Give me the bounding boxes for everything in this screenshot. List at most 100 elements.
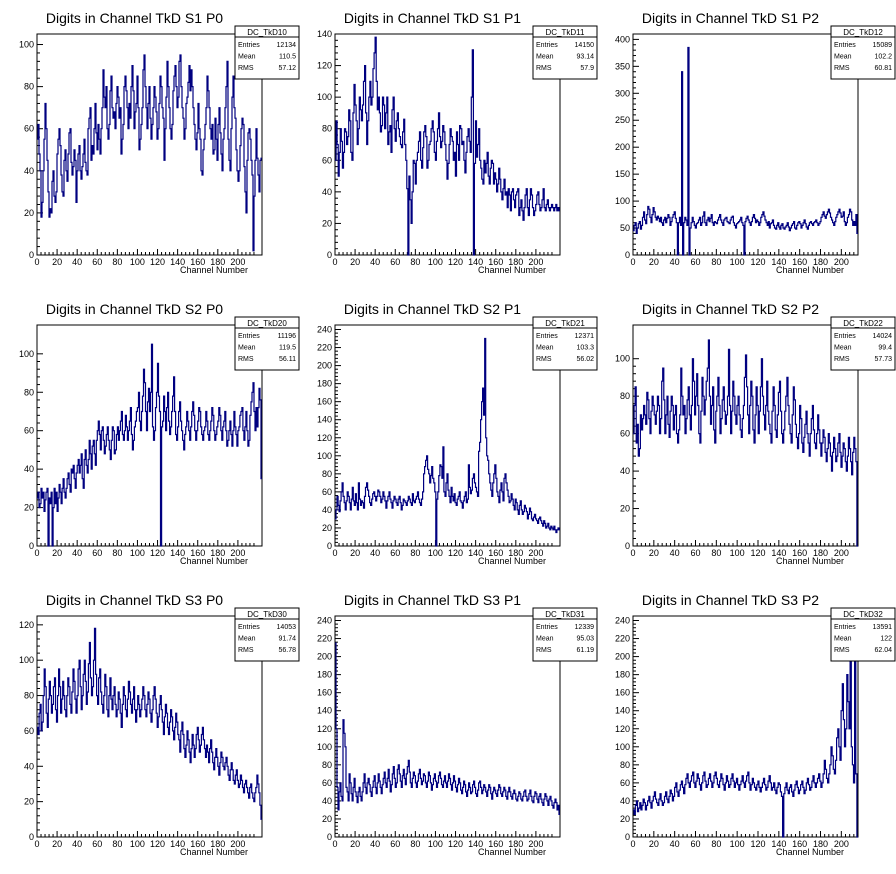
- x-tick-label: 0: [332, 548, 337, 558]
- x-tick-label: 120: [150, 548, 165, 558]
- x-tick-label: 80: [711, 257, 721, 267]
- y-tick-label: 40: [24, 166, 34, 176]
- x-tick-label: 140: [170, 548, 185, 558]
- x-tick-label: 80: [112, 839, 122, 849]
- stats-rms-value: 57.12: [278, 65, 296, 72]
- stats-rms-value: 57.73: [874, 356, 892, 363]
- y-tick-label: 40: [322, 187, 332, 197]
- x-tick-label: 40: [72, 839, 82, 849]
- y-tick-label: 20: [620, 504, 630, 514]
- x-tick-label: 20: [52, 548, 62, 558]
- y-tick-label: 200: [317, 361, 332, 371]
- stats-mean-label: Mean: [238, 636, 256, 643]
- x-tick-label: 100: [428, 257, 443, 267]
- stats-mean-value: 103.3: [576, 345, 594, 352]
- y-tick-label: 100: [317, 742, 332, 752]
- stats-mean-value: 95.03: [576, 636, 594, 643]
- x-tick-label: 200: [834, 257, 849, 267]
- histogram-series-line: [37, 343, 262, 547]
- x-tick-label: 120: [150, 839, 165, 849]
- x-tick-label: 120: [448, 257, 463, 267]
- x-tick-label: 180: [508, 839, 523, 849]
- x-tick-label: 60: [390, 839, 400, 849]
- x-tick-label: 80: [711, 839, 721, 849]
- x-tick-label: 120: [448, 839, 463, 849]
- y-tick-label: 0: [625, 541, 630, 551]
- histogram-series-line: [335, 642, 560, 815]
- x-tick-label: 140: [170, 839, 185, 849]
- x-tick-label: 20: [649, 548, 659, 558]
- stats-histogram-name: DC_TkD21: [545, 319, 585, 328]
- y-tick-label: 0: [29, 541, 34, 551]
- stats-rms-label: RMS: [834, 65, 850, 72]
- stats-box: DC_TkD20 Entries 11196 Mean 119.5 RMS 56.11: [234, 316, 300, 371]
- y-tick-label: 140: [317, 706, 332, 716]
- plot-frame: [334, 324, 561, 547]
- y-tick-label: 200: [317, 652, 332, 662]
- stats-mean-label: Mean: [834, 54, 852, 61]
- stats-rms-value: 61.19: [576, 647, 594, 654]
- x-tick-label: 60: [690, 548, 700, 558]
- stats-box: DC_TkD31 Entries 12339 Mean 95.03 RMS 61.19: [532, 607, 598, 662]
- x-tick-label: 200: [834, 839, 849, 849]
- y-tick-label: 400: [615, 34, 630, 44]
- x-tick-label: 20: [350, 257, 360, 267]
- chart-title: Digits in Channel TkD S3 P1: [344, 592, 521, 608]
- x-tick-label: 60: [690, 839, 700, 849]
- x-tick-label: 80: [711, 548, 721, 558]
- x-tick-label: 40: [370, 839, 380, 849]
- x-axis-label: Channel Number: [478, 847, 546, 857]
- stats-entries-label: Entries: [238, 624, 260, 631]
- plot-frame: [36, 324, 263, 547]
- y-tick-label: 220: [317, 343, 332, 353]
- histogram-pad: Digits in Channel TkD S2 P0 0 20 40 60 80 100 0…: [0, 291, 300, 582]
- stats-mean-label: Mean: [238, 345, 256, 352]
- y-tick-label: 20: [24, 208, 34, 218]
- stats-histogram-name: DC_TkD11: [546, 28, 586, 37]
- x-tick-label: 100: [428, 548, 443, 558]
- x-tick-label: 160: [488, 839, 503, 849]
- y-tick-label: 100: [615, 742, 630, 752]
- chart-title: Digits in Channel TkD S2 P0: [46, 301, 223, 317]
- x-tick-label: 200: [528, 839, 543, 849]
- x-tick-label: 120: [448, 548, 463, 558]
- x-axis-label: Channel Number: [478, 265, 546, 275]
- stats-entries-value: 14150: [575, 42, 595, 49]
- x-tick-label: 20: [649, 839, 659, 849]
- histogram-plot: Digits in Channel TkD S1 P1 0 20 40 60 80 100 1…: [317, 10, 598, 275]
- y-tick-label: 160: [317, 688, 332, 698]
- y-tick-label: 200: [615, 142, 630, 152]
- x-tick-label: 80: [410, 839, 420, 849]
- histogram-series-line: [633, 339, 858, 547]
- stats-rms-value: 56.78: [278, 647, 296, 654]
- y-tick-label: 60: [620, 778, 630, 788]
- y-tick-label: 20: [322, 218, 332, 228]
- stats-mean-label: Mean: [536, 636, 554, 643]
- histogram-plot: Digits in Channel TkD S1 P20501001502002…: [615, 10, 896, 275]
- x-tick-label: 180: [210, 548, 225, 558]
- chart-title: Digits in Channel TkD S3 P0: [46, 592, 223, 608]
- stats-histogram-name: DC_TkD12: [843, 28, 883, 37]
- x-tick-label: 140: [468, 839, 483, 849]
- stats-histogram-name: DC_TkD31: [545, 610, 585, 619]
- y-tick-label: 20: [322, 814, 332, 824]
- histogram-pad: Digits in Channel TkD S1 P0 0 20 40 60 80 100 0…: [0, 0, 300, 291]
- y-tick-label: 120: [19, 620, 34, 630]
- y-tick-label: 80: [24, 82, 34, 92]
- stats-mean-value: 122: [880, 636, 892, 643]
- x-tick-label: 100: [730, 839, 745, 849]
- x-tick-label: 200: [528, 548, 543, 558]
- histogram-plot: Digits in Channel TkD S3 P1 0 20 40 60 80 100 1…: [317, 592, 598, 857]
- stats-rms-value: 56.11: [279, 356, 296, 363]
- x-tick-label: 100: [730, 548, 745, 558]
- histogram-pad: Digits in Channel TkD S1 P2 0 50 100 150 200 2…: [596, 0, 896, 291]
- x-tick-label: 180: [210, 839, 225, 849]
- x-tick-label: 20: [350, 839, 360, 849]
- x-tick-label: 200: [834, 548, 849, 558]
- stats-mean-label: Mean: [834, 345, 852, 352]
- x-tick-label: 180: [813, 548, 828, 558]
- y-tick-label: 0: [625, 250, 630, 260]
- x-tick-label: 120: [750, 257, 765, 267]
- x-tick-label: 160: [488, 548, 503, 558]
- stats-entries-label: Entries: [238, 333, 260, 340]
